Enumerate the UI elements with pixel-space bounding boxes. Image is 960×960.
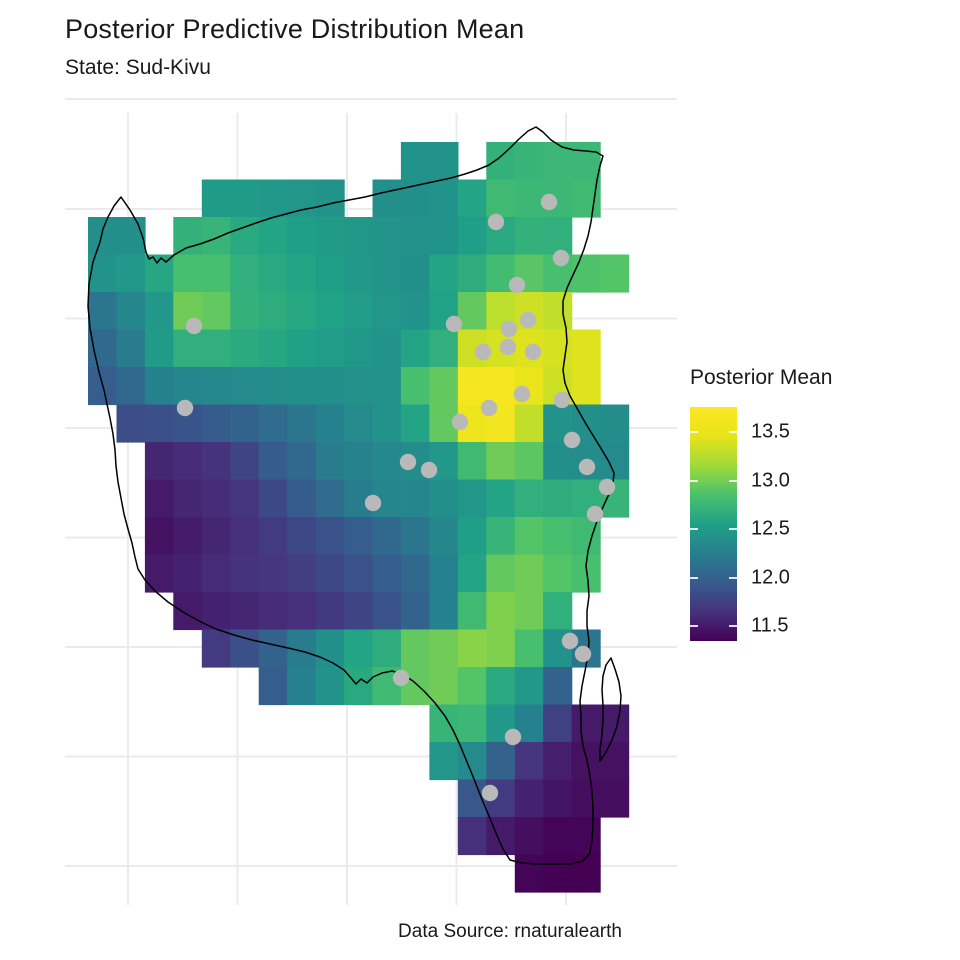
legend-tick-mark bbox=[690, 431, 698, 433]
legend-tick-mark bbox=[690, 625, 698, 627]
chart-title: Posterior Predictive Distribution Mean bbox=[65, 14, 525, 44]
legend-colorbar bbox=[690, 407, 737, 641]
legend-tick-label: 11.5 bbox=[751, 614, 789, 637]
raster-layer bbox=[88, 142, 630, 893]
legend-tick-mark bbox=[729, 576, 737, 579]
legend-tick-label: 12.5 bbox=[751, 517, 790, 540]
caption: Data Source: rnaturalearth bbox=[398, 921, 622, 942]
legend-tick-mark bbox=[729, 479, 737, 482]
chart-subtitle: State: Sud-Kivu bbox=[65, 56, 211, 79]
legend-tick-mark bbox=[729, 625, 737, 627]
legend-tick-label: 13.0 bbox=[751, 469, 790, 491]
legend-tick-mark bbox=[729, 431, 737, 433]
legend-tick-mark bbox=[690, 528, 698, 530]
legend-tick-label: 12.0 bbox=[751, 566, 790, 588]
legend-tick-label: 13.5 bbox=[751, 420, 790, 443]
state-boundary-path bbox=[87, 126, 615, 865]
legend-title: Posterior Mean bbox=[690, 366, 833, 389]
legend-tick-mark bbox=[729, 528, 737, 530]
survey-points-layer bbox=[176, 193, 616, 802]
legend-tick-mark bbox=[690, 479, 698, 482]
legend-tick-labels: 13.5 13.0 12.5 12.0 11.5 bbox=[751, 407, 871, 641]
legend: Posterior Mean 13.5 13.0 12.5 12.0 11.5 bbox=[690, 366, 950, 641]
legend-tick-mark bbox=[690, 576, 698, 579]
island-outline-path bbox=[599, 657, 622, 762]
